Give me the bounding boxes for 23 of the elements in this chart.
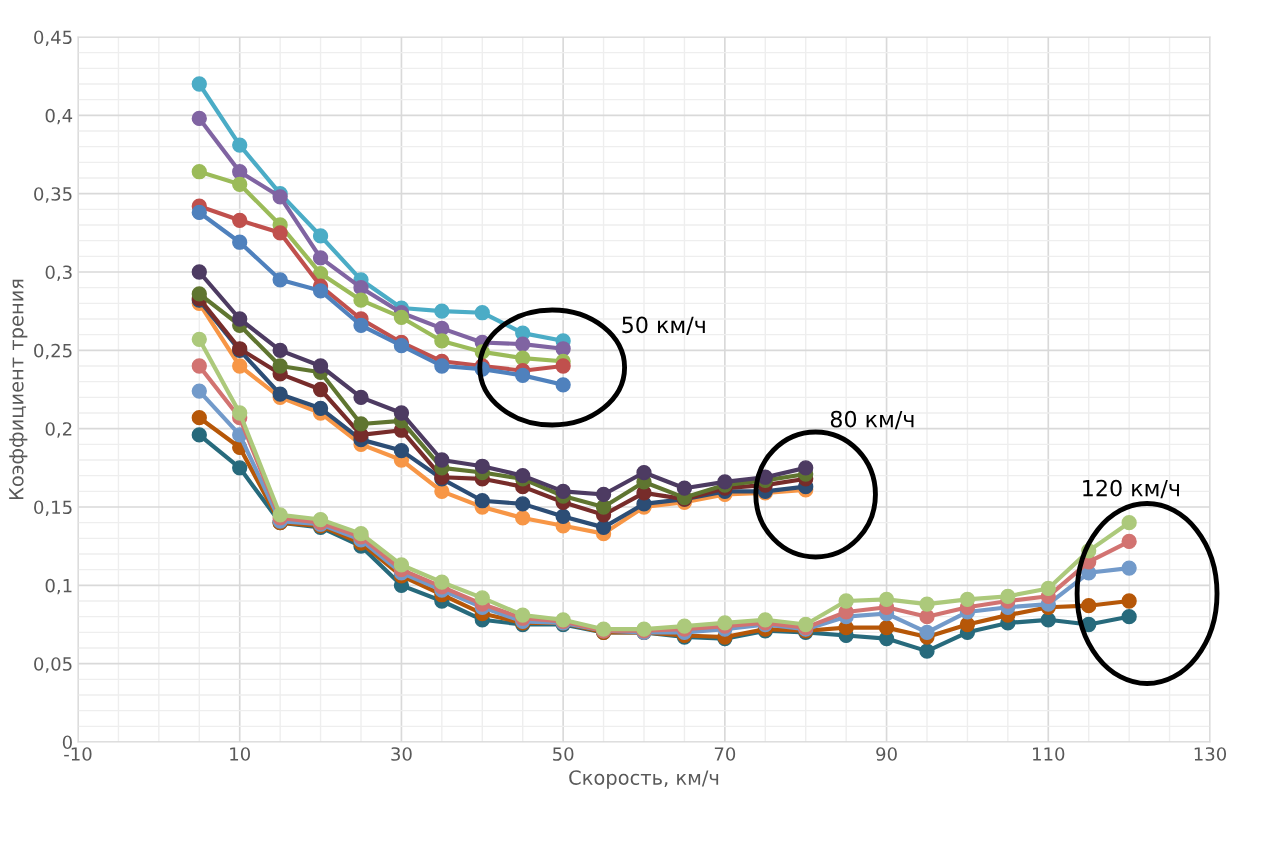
x-tick-label: 50 bbox=[553, 747, 574, 761]
y-tick-label: 0,45 bbox=[34, 30, 72, 46]
y-tick-label: 0,35 bbox=[34, 187, 72, 203]
y-tick-label: 0,05 bbox=[34, 657, 72, 673]
x-axis-title: Скорость, км/ч bbox=[569, 770, 719, 789]
x-tick-label: 10 bbox=[230, 747, 250, 761]
x-tick-label: -10 bbox=[64, 747, 92, 761]
x-tick-label: 30 bbox=[391, 747, 412, 761]
y-tick-label: 0,2 bbox=[45, 422, 72, 438]
y-axis-title: Коэффициент трения bbox=[9, 279, 28, 500]
y-tick-label: 0,4 bbox=[45, 108, 73, 125]
y-tick-label: 0,25 bbox=[34, 343, 72, 360]
y-tick-label: 0,1 bbox=[45, 578, 72, 595]
y-tick-label: 0,15 bbox=[34, 500, 72, 516]
x-tick-label: 70 bbox=[714, 747, 736, 761]
annotation: 80 км/ч bbox=[830, 410, 914, 430]
annotation: 50 км/ч bbox=[622, 316, 705, 335]
annotation: 120 км/ч bbox=[1083, 479, 1179, 499]
x-tick-label: 130 bbox=[1194, 747, 1227, 761]
x-tick-label: 90 bbox=[876, 747, 897, 761]
y-tick-label: 0,3 bbox=[45, 265, 72, 281]
y-tick-label: 0 bbox=[62, 735, 72, 750]
x-tick-label: 110 bbox=[1033, 747, 1065, 761]
